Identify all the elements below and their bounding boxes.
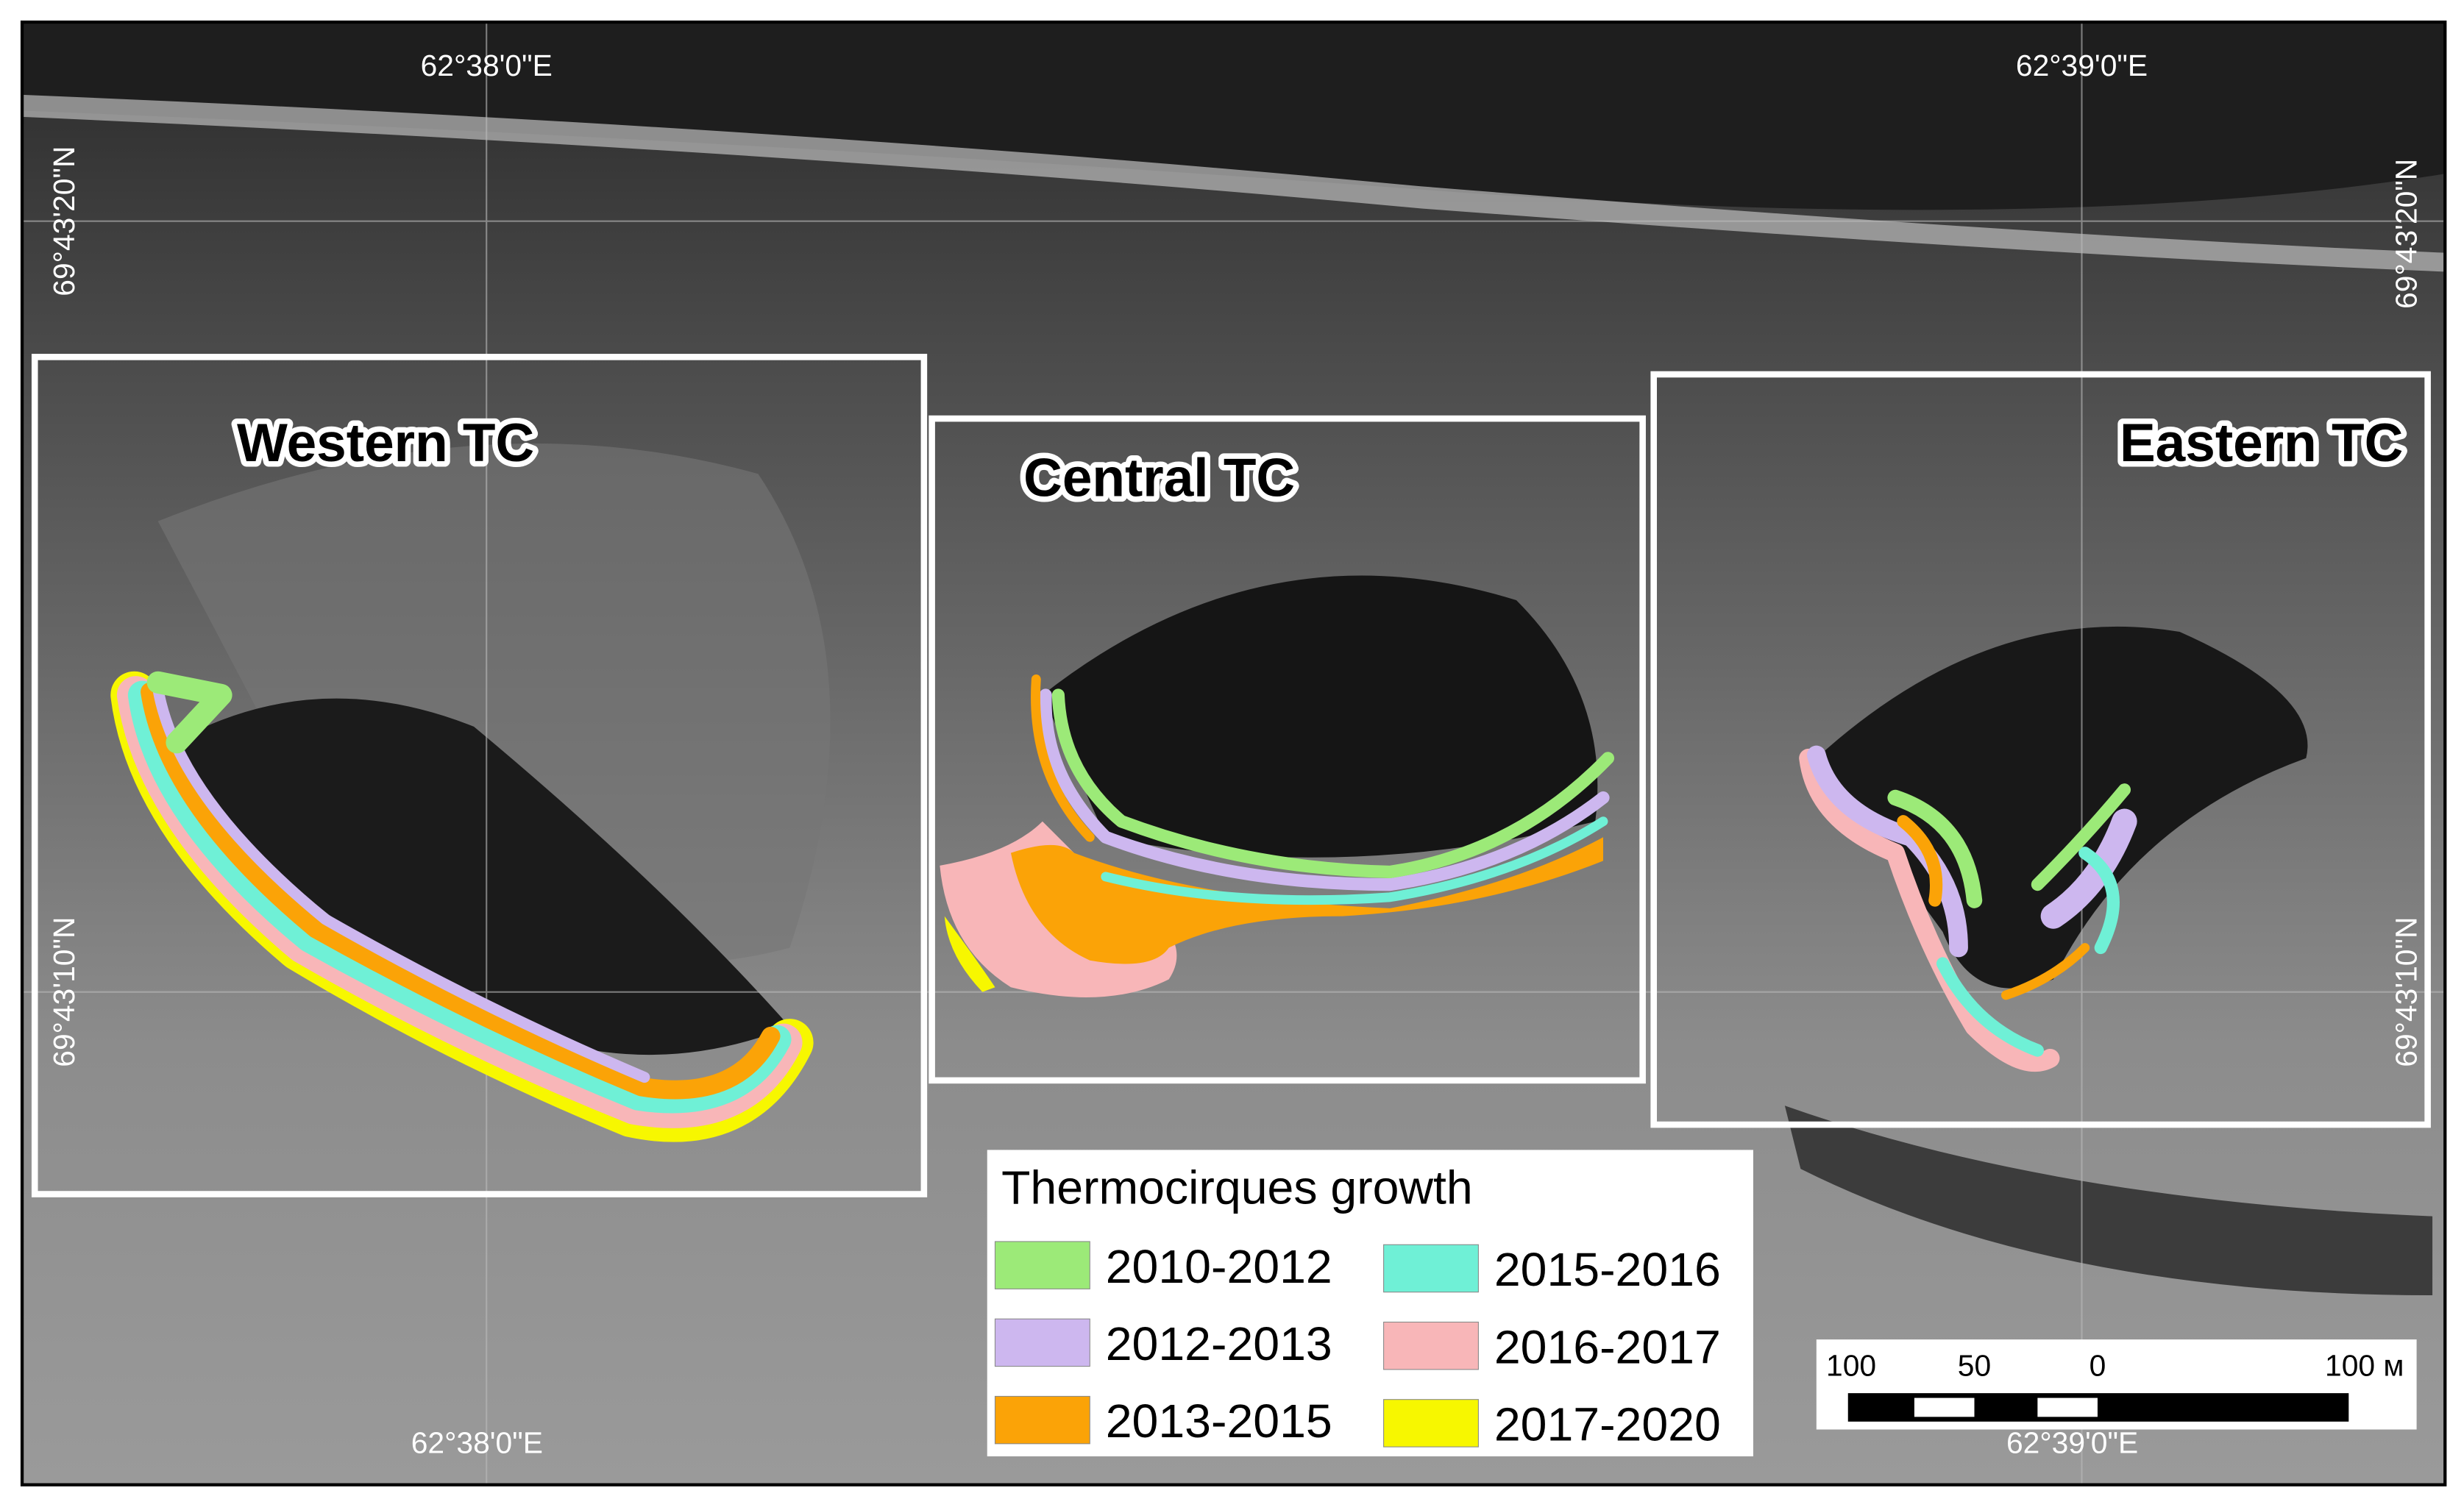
legend-swatch [1383,1321,1479,1370]
slope [157,443,831,964]
coord-label: 69°43'10"N [47,917,81,1067]
legend-label: 2013-2015 [1106,1395,1332,1448]
legend-swatch [1383,1244,1479,1293]
legend-swatch [994,1395,1090,1445]
growth-zone [944,916,995,992]
scale-label: 0 [2090,1348,2106,1382]
region-boxes [31,354,2431,1197]
scale-bar: 100 50 0 100 м [1816,1339,2417,1430]
legend-swatch [994,1241,1090,1289]
coord-label: 69°43'20"N [47,146,81,296]
coord-label: 62°39'0"E [2016,49,2148,82]
growth-zone [1051,688,1615,879]
legend-swatch [1383,1399,1479,1448]
region-box [31,354,928,1197]
coord-label: 69°43'10"N [2390,917,2424,1067]
coord-label: 62°38'0"E [421,49,553,82]
growth-zone [1101,816,1608,905]
growth-zone [2078,847,2120,955]
map-frame [20,20,2447,1486]
legend-label: 2017-2020 [1494,1398,1721,1451]
legend-title: Thermocirques growth [1001,1161,1473,1214]
growth-zone [1936,957,2044,1057]
growth-zone [2031,783,2131,891]
coord-label: 62°38'0"E [411,1426,543,1460]
scale-segment [2037,1397,2098,1417]
region-label: Central TC [1023,448,1295,508]
region-label: Eastern TC [2120,413,2403,473]
region-label: Western TC [237,413,534,473]
scale-label: 100 [1826,1348,1876,1382]
growth-zone [1010,837,1603,964]
scale-label: 50 [1958,1348,1991,1382]
legend: Thermocirques growth 2010-2012 2012-2013 2… [987,1150,1753,1457]
ridge [1784,1105,2433,1295]
growth-zone [2040,808,2137,929]
growth-zone [1799,748,2060,1072]
region-box [1650,371,2431,1128]
growth-zone [141,682,781,1100]
dark-band [22,22,2446,210]
growth-western [110,671,814,1142]
growth-eastern [1799,745,2137,1072]
region-box [929,415,1646,1084]
growth-zone [1887,789,1983,908]
growth-zone [1897,815,1943,907]
legend-label: 2010-2012 [1106,1240,1332,1293]
legend-label: 2015-2016 [1494,1243,1721,1296]
coord-label: 69°43'20"N [2390,159,2424,309]
growth-zone [152,683,650,1083]
legend-label: 2016-2017 [1494,1320,1721,1373]
legend-box [987,1150,1753,1457]
growth-zone [1039,688,1610,891]
legend-label: 2012-2013 [1106,1317,1332,1370]
scale-segment [1914,1397,1975,1417]
growth-zone [2000,943,2090,1000]
scale-label: 100 м [2325,1348,2404,1382]
growth-central [940,674,1615,998]
growth-zone [146,671,232,754]
coord-label: 62°39'0"E [2006,1426,2138,1460]
growth-zone [1031,674,1095,842]
shore-line [22,94,2446,272]
legend-swatch [994,1318,1090,1367]
shadow [1042,575,1598,858]
shadow [174,698,790,1055]
